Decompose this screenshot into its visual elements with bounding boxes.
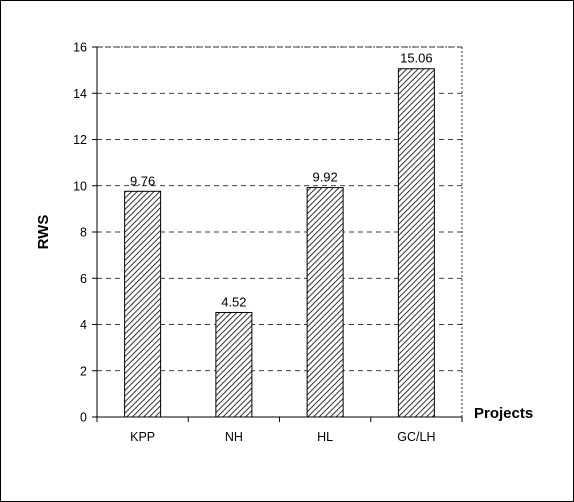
- bar: [306, 187, 344, 418]
- x-tick-label: HL: [317, 430, 333, 444]
- x-tick-label: NH: [225, 430, 243, 444]
- bars: [124, 68, 435, 418]
- labels: 9.76 KPP 4.52 NH 9.92 HL 15.06 GC/LH 0 2 4 6 8 10 12 14…: [73, 41, 435, 445]
- y-tick-label: 10: [73, 179, 87, 193]
- y-tick-label: 6: [80, 272, 87, 286]
- data-label: 9.92: [312, 170, 337, 185]
- y-tick-label: 16: [73, 41, 87, 55]
- bar: [124, 190, 162, 418]
- axes: [92, 46, 463, 422]
- y-axis-title: RWS: [35, 215, 52, 250]
- x-axis-title: Projects: [474, 405, 533, 422]
- bar: [397, 68, 435, 418]
- y-tick-label: 0: [80, 411, 87, 425]
- bar: [215, 311, 253, 418]
- y-tick-label: 12: [73, 133, 87, 147]
- x-tick-label: KPP: [130, 430, 155, 444]
- data-label: 15.06: [400, 51, 433, 66]
- y-tick-label: 8: [80, 226, 87, 240]
- data-label: 9.76: [130, 173, 155, 188]
- gridlines: [97, 46, 463, 417]
- data-label: 4.52: [221, 294, 246, 309]
- y-tick-label: 14: [73, 87, 87, 101]
- y-tick-label: 2: [80, 364, 87, 378]
- x-tick-label: GC/LH: [397, 430, 435, 444]
- y-tick-label: 4: [80, 318, 87, 332]
